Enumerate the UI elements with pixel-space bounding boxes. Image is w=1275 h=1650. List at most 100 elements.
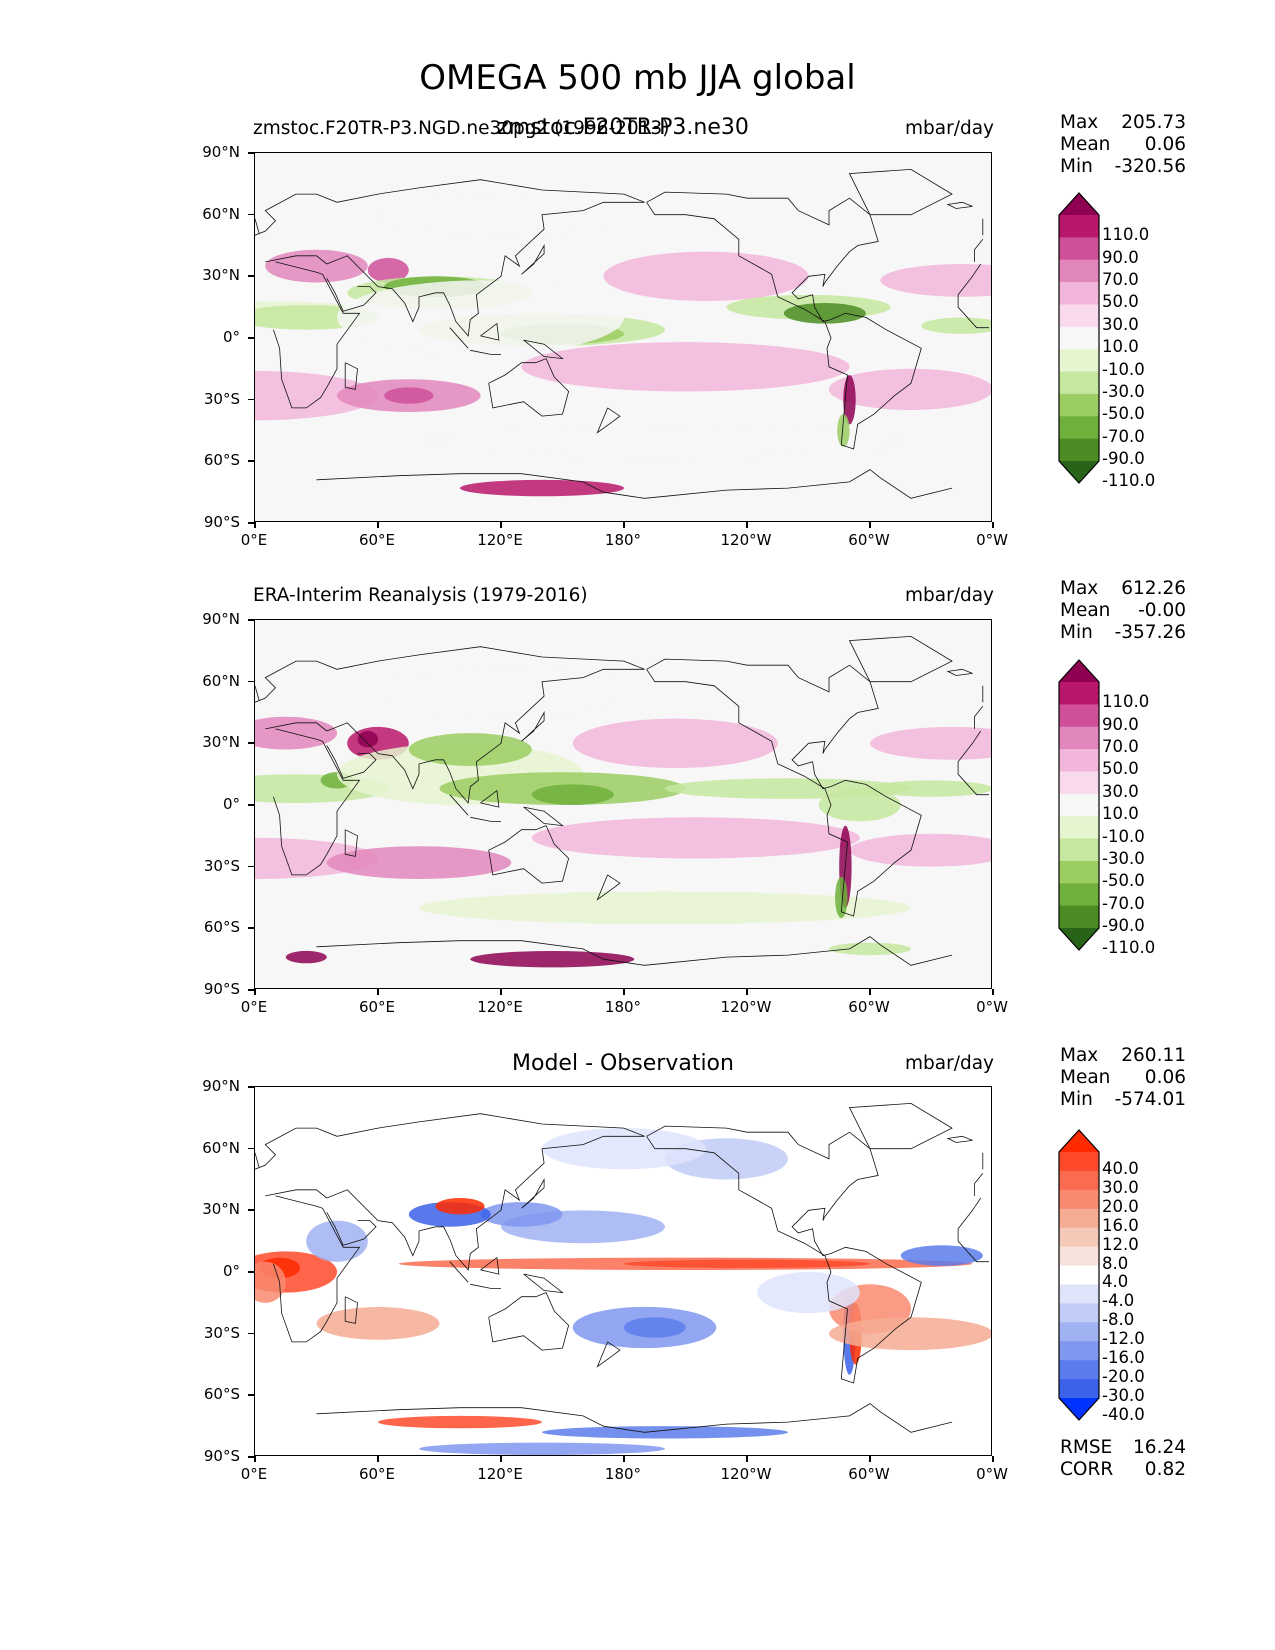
lon-tick-label: 0°W xyxy=(976,998,1008,1016)
coastline-7 xyxy=(470,816,501,822)
field-blob-5 xyxy=(603,251,809,301)
panel-model: zmstoc.F20TR-P3.NGD.ne30pg2 (1996-2013) … xyxy=(0,0,1275,549)
lon-tick-mark xyxy=(869,1456,871,1462)
lat-tick-mark xyxy=(248,522,254,524)
lon-tick-mark xyxy=(500,1456,502,1462)
colorbar-svg xyxy=(1058,1129,1100,1421)
colorbar-level-label: -20.0 xyxy=(1102,1367,1145,1387)
lon-tick-label: 60°E xyxy=(358,531,396,549)
lon-tick-mark xyxy=(377,989,379,995)
field-blob-20 xyxy=(378,1415,542,1429)
map-svg xyxy=(255,620,991,988)
colorbar-segment-3 xyxy=(1059,726,1099,750)
coastline-7 xyxy=(470,1283,501,1289)
lat-tick-label: 60°N xyxy=(202,204,240,223)
field-blob-0 xyxy=(255,370,378,421)
colorbar-segment-1 xyxy=(1059,215,1099,238)
corr-label: CORR xyxy=(1060,1459,1114,1480)
field-blob-12 xyxy=(408,733,532,766)
lat-tick-label: 30°N xyxy=(202,266,240,285)
min-label: Min xyxy=(1060,1089,1093,1110)
panel-diff-units: mbar/day xyxy=(905,1053,994,1074)
coastline-5 xyxy=(488,358,570,417)
colorbar-segment-11 xyxy=(1059,438,1099,462)
field-blob-22 xyxy=(419,1442,665,1455)
colorbar-segment-9 xyxy=(1059,860,1099,884)
lon-tick-mark xyxy=(623,989,625,995)
coastline-5 xyxy=(488,1292,570,1351)
coastline-6 xyxy=(596,874,621,901)
colorbar-segment-3 xyxy=(1059,1189,1099,1210)
lat-tick-label: 60°N xyxy=(202,1138,240,1157)
colorbar-segment-4 xyxy=(1059,282,1099,306)
lon-tick-mark xyxy=(746,1456,748,1462)
colorbar-level-label: 8.0 xyxy=(1102,1253,1129,1273)
mean-label: Mean xyxy=(1060,600,1111,621)
colorbar-level-label: 12.0 xyxy=(1102,1234,1139,1254)
panel-obs-stats: Max 612.26 Mean -0.00 Min -357.26 xyxy=(1060,578,1186,644)
coastline-4 xyxy=(521,243,545,275)
colorbar-extend-max xyxy=(1059,193,1099,215)
lat-tick-mark xyxy=(248,989,254,991)
field-blob-14 xyxy=(531,784,614,805)
colorbar-segment-8 xyxy=(1059,371,1099,395)
lat-tick-mark xyxy=(248,460,254,462)
field-blob-16 xyxy=(306,1220,368,1262)
colorbar-segment-2 xyxy=(1059,237,1099,261)
field-blob-18 xyxy=(337,280,624,355)
rmse-label: RMSE xyxy=(1060,1437,1113,1458)
lon-tick-mark xyxy=(992,1456,994,1462)
colorbar-level-label: 16.0 xyxy=(1102,1215,1139,1235)
mean-value: 0.06 xyxy=(1144,1067,1186,1088)
coastline-8 xyxy=(449,327,469,349)
colorbar-level-label: 50.0 xyxy=(1102,292,1139,312)
lat-tick-mark xyxy=(248,152,254,154)
field-blob-5 xyxy=(480,1202,563,1227)
map-svg xyxy=(255,1087,991,1455)
panel-diff-title: Model - Observation xyxy=(512,1051,734,1076)
coastline-11 xyxy=(646,658,922,917)
colorbar-extend-max xyxy=(1059,660,1099,682)
lon-tick-mark xyxy=(623,522,625,528)
colorbar-segment-11 xyxy=(1059,1341,1099,1361)
colorbar-level-label: 110.0 xyxy=(1102,225,1150,245)
lon-tick-mark xyxy=(377,522,379,528)
colorbar-segment-6 xyxy=(1059,326,1099,350)
colorbar-level-label: -110.0 xyxy=(1102,938,1156,958)
panel-model-title-left: zmstoc.F20TR-P3.NGD.ne30pg2 (1996-2013) xyxy=(253,118,670,139)
mean-label: Mean xyxy=(1060,134,1111,155)
colorbar-extend-min xyxy=(1059,928,1099,950)
mean-label: Mean xyxy=(1060,1067,1111,1088)
coastline-9 xyxy=(480,789,500,808)
coastline-11 xyxy=(646,1125,922,1384)
lon-tick-label: 120°W xyxy=(720,1465,772,1483)
coastline-9 xyxy=(480,322,500,341)
lat-tick-label: 90°S xyxy=(203,980,240,998)
lon-tick-label: 180° xyxy=(604,1465,642,1483)
field-blob-2 xyxy=(531,817,860,859)
panel-diff-metrics: RMSE 16.24 CORR 0.82 xyxy=(1060,1437,1186,1481)
lat-tick-mark xyxy=(248,865,254,868)
lon-tick-label: 120°E xyxy=(477,998,523,1016)
coastline-13 xyxy=(316,1403,953,1433)
lon-tick-mark xyxy=(254,522,256,528)
colorbar-level-label: -4.0 xyxy=(1102,1291,1135,1311)
field-blob-19 xyxy=(542,1128,706,1170)
colorbar-level-label: -12.0 xyxy=(1102,1329,1145,1349)
coastline-12 xyxy=(848,1102,953,1150)
max-label: Max xyxy=(1060,112,1099,133)
lon-tick-label: 60°W xyxy=(848,1465,890,1483)
coastline-7 xyxy=(470,349,501,355)
colorbar-outline xyxy=(1058,192,1100,484)
lon-tick-label: 60°E xyxy=(358,998,396,1016)
colorbar-level-label: -30.0 xyxy=(1102,848,1145,868)
lat-tick-label: 60°N xyxy=(202,671,240,690)
lon-tick-label: 120°E xyxy=(477,1465,523,1483)
coastline-2 xyxy=(255,646,984,804)
coastline-6 xyxy=(596,1341,621,1368)
coastline-10 xyxy=(523,806,564,827)
colorbar-level-label: -90.0 xyxy=(1102,449,1145,468)
coastline-12 xyxy=(848,635,953,683)
colorbar-level-label: -50.0 xyxy=(1102,404,1145,424)
colorbar-level-label: 90.0 xyxy=(1102,247,1139,267)
